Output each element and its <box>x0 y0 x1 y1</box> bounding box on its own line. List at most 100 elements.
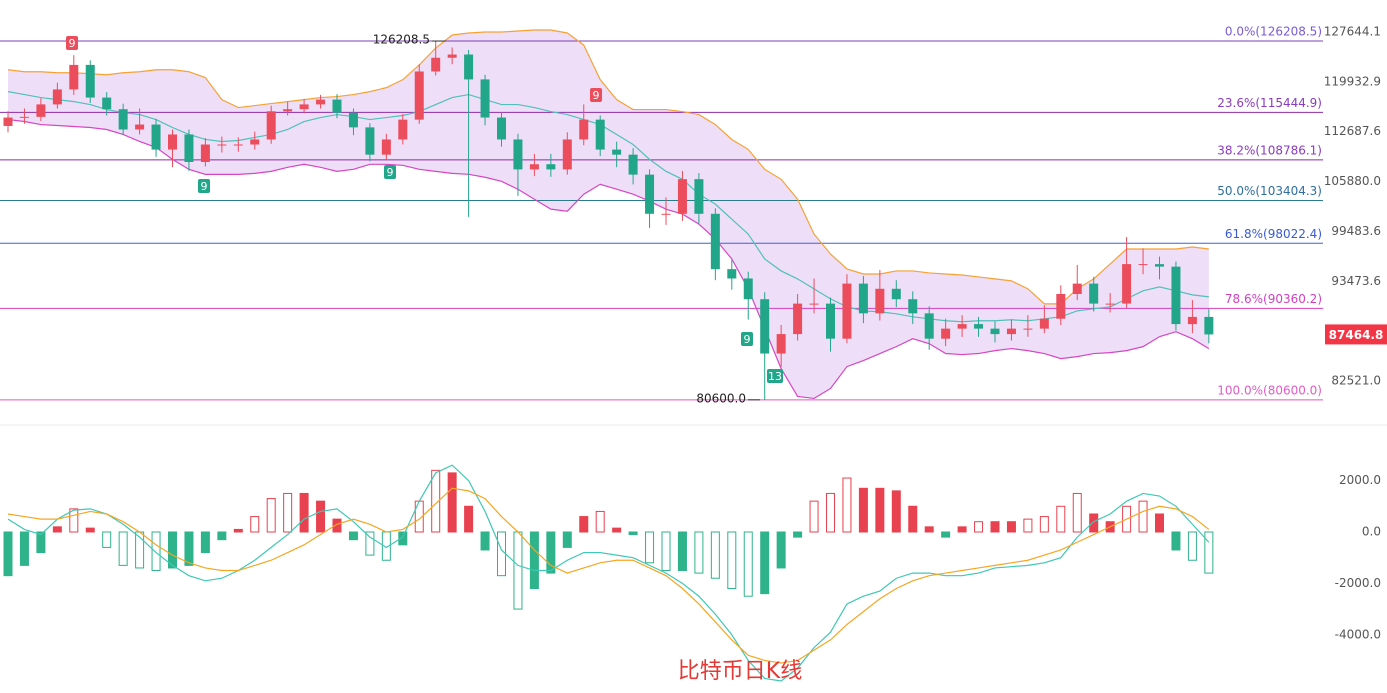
macd-bar <box>464 505 474 533</box>
candle-body <box>266 111 276 140</box>
macd-bar <box>595 510 605 533</box>
td-mark-box <box>741 332 753 346</box>
td-mark-box <box>384 165 396 179</box>
candle-body <box>233 144 243 146</box>
fib-label: 78.6%(90360.2) <box>1225 292 1322 306</box>
candle-body <box>1187 316 1197 325</box>
macd-bar <box>1023 518 1033 533</box>
macd-bar <box>36 531 46 554</box>
fib-label: 100.0%(80600.0) <box>1217 383 1322 397</box>
macd-bar <box>974 521 984 533</box>
candle-body <box>1006 328 1016 335</box>
macd-bar <box>941 531 951 538</box>
macd-bar <box>184 531 194 566</box>
macd-bar <box>793 531 803 538</box>
candle-body <box>513 139 523 170</box>
candle-body <box>299 104 309 110</box>
fib-label: 61.8%(98022.4) <box>1225 227 1322 241</box>
candle-body <box>332 99 342 113</box>
y-tick-label: 105880.0 <box>1324 174 1381 188</box>
candle-body <box>316 99 326 105</box>
y-tick-label: -4000.0 <box>1335 627 1381 641</box>
candle-body <box>52 89 62 105</box>
macd-bar <box>710 531 720 579</box>
high-marker-label: 126208.5 <box>373 33 430 47</box>
candle-body <box>595 119 605 150</box>
macd-bar <box>990 521 1000 533</box>
candle-body <box>974 324 984 329</box>
candle-body <box>250 139 260 145</box>
band-lower <box>7 118 1210 400</box>
y-tick-label: 2000.0 <box>1339 473 1381 487</box>
low-marker-label: 80600.0 <box>696 391 746 405</box>
candle-body <box>858 283 868 314</box>
candle-body <box>579 119 589 140</box>
candle-body <box>562 139 572 170</box>
candle-body <box>102 97 112 110</box>
macd-bar <box>875 487 885 533</box>
fib-label: 50.0%(103404.3) <box>1217 184 1322 198</box>
candle-body <box>645 174 655 214</box>
candle-body <box>661 213 671 215</box>
candle-body <box>283 109 293 112</box>
y-tick-label: 0.0 <box>1362 524 1381 538</box>
macd-bar <box>85 527 95 533</box>
candle-body <box>497 117 506 140</box>
candle-body <box>1171 266 1181 325</box>
macd-line <box>7 464 1210 682</box>
chart-title: 比特币日K线 <box>678 659 802 684</box>
macd-bar <box>283 492 293 533</box>
macd-bar <box>645 531 655 564</box>
candle-body <box>168 134 177 150</box>
macd-bar <box>69 508 79 533</box>
td-mark-label: 9 <box>201 180 208 193</box>
macd-bar <box>612 527 622 533</box>
candle-body <box>19 116 29 118</box>
candle-body <box>480 79 490 118</box>
band-upper <box>7 29 1209 305</box>
macd-bar <box>908 505 918 533</box>
y-tick-label: 82521.0 <box>1331 373 1381 387</box>
td-mark-box <box>590 88 602 102</box>
candle-body <box>809 303 819 305</box>
y-tick-label: 127644.1 <box>1324 24 1381 38</box>
macd-bar <box>250 516 260 533</box>
macd-bar <box>480 531 490 551</box>
candle-body <box>135 124 145 130</box>
candle-body <box>36 104 46 117</box>
macd-bar <box>628 531 638 536</box>
y-tick-label: 99483.6 <box>1331 224 1381 238</box>
y-tick-label: 119932.9 <box>1324 74 1381 88</box>
candle-body <box>151 124 161 150</box>
macd-bar <box>217 531 227 541</box>
macd-bar <box>497 531 506 577</box>
candle-body <box>875 288 885 314</box>
candle-body <box>1138 264 1148 266</box>
candle-body <box>908 299 918 314</box>
td-mark-label: 9 <box>593 89 600 102</box>
candle-body <box>694 179 704 214</box>
macd-bar <box>447 472 457 533</box>
macd-bar <box>299 492 309 533</box>
candle-body <box>464 54 474 80</box>
candle-body <box>612 149 622 155</box>
macd-bar <box>348 531 358 541</box>
candle-body <box>3 117 13 126</box>
candle-body <box>1039 318 1049 329</box>
td-mark-box <box>767 369 783 383</box>
last-price-label: 87464.8 <box>1329 328 1384 342</box>
candle-body <box>414 71 424 120</box>
candle-body <box>990 328 1000 335</box>
candle-body <box>1122 264 1132 304</box>
fib-label: 23.6%(115444.9) <box>1217 96 1322 110</box>
band-middle <box>7 91 1209 323</box>
macd-bar <box>743 531 753 597</box>
macd-bar <box>1171 531 1181 551</box>
macd-bar <box>579 516 589 533</box>
candle-body <box>776 334 786 354</box>
macd-bar <box>365 531 375 556</box>
macd-bar <box>52 526 62 533</box>
candle-body <box>85 64 95 98</box>
candle-body <box>118 109 128 130</box>
